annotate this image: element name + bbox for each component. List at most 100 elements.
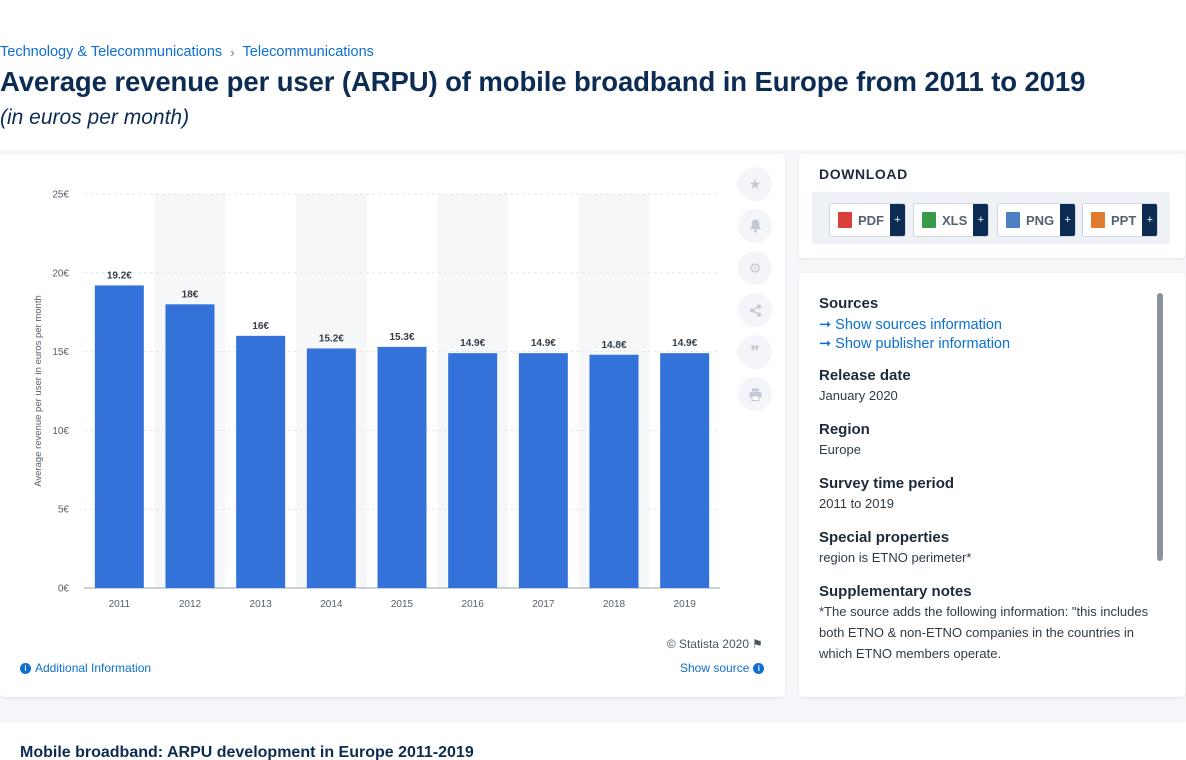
arrow-right-icon: ➞ (819, 317, 832, 333)
related-statistic-title[interactable]: Mobile broadband: ARPU development in Eu… (20, 744, 474, 760)
png-label: PNG (1026, 212, 1055, 228)
arrow-right-icon: ➞ (819, 336, 832, 352)
print-button[interactable] (738, 377, 772, 411)
y-tick-label: 15€ (52, 347, 69, 358)
data-label: 14.8€ (601, 340, 626, 351)
special-properties-value: region is ETNO perimeter* (819, 550, 972, 565)
show-publisher-label: Show publisher information (835, 336, 1011, 352)
settings-button[interactable]: ⚙ (738, 251, 772, 285)
additional-information-link[interactable]: i Additional Information (20, 661, 151, 675)
bar-2017 (518, 353, 568, 588)
x-tick-label: 2014 (320, 599, 343, 610)
breadcrumb-separator: › (230, 44, 235, 60)
pdf-file-icon (838, 212, 852, 228)
y-tick-label: 0€ (58, 584, 70, 595)
survey-period-block: Survey time period 2011 to 2019 (819, 475, 1149, 514)
gear-icon: ⚙ (748, 259, 762, 276)
statistic-details-card: Sources ➞ Show sources information ➞ Sho… (799, 273, 1185, 697)
x-tick-label: 2018 (603, 599, 626, 610)
breadcrumb-technology[interactable]: Technology & Telecommunications (0, 44, 223, 60)
data-label: 18€ (182, 289, 199, 300)
download-png-button[interactable]: PNG + (997, 203, 1077, 237)
bar-2013 (236, 335, 286, 588)
print-icon (749, 388, 761, 401)
ppt-file-icon (1091, 212, 1105, 228)
x-tick-label: 2015 (391, 599, 414, 610)
x-tick-label: 2013 (250, 599, 273, 610)
xls-file-icon (922, 212, 936, 228)
data-label: 16€ (252, 321, 269, 332)
plus-icon: + (973, 204, 989, 236)
bar-2016 (448, 353, 498, 588)
y-tick-label: 5€ (58, 505, 70, 516)
share-icon (749, 304, 761, 316)
data-label: 14.9€ (460, 338, 485, 349)
x-tick-label: 2012 (179, 599, 202, 610)
details-scrollbar[interactable] (1157, 293, 1163, 561)
data-label: 19.2€ (107, 270, 132, 281)
copyright: © Statista 2020 (666, 637, 749, 651)
download-ppt-button[interactable]: PPT + (1082, 203, 1159, 237)
breadcrumb-telecommunications[interactable]: Telecommunications (242, 44, 374, 60)
xls-label: XLS (942, 212, 968, 228)
survey-period-value: 2011 to 2019 (819, 496, 894, 511)
bar-2012 (165, 304, 215, 588)
info-icon: i (20, 662, 31, 674)
page-subtitle: (in euros per month) (0, 106, 190, 129)
x-tick-label: 2019 (674, 599, 697, 610)
plus-icon: + (1142, 204, 1158, 236)
survey-period-heading: Survey time period (819, 475, 955, 492)
favorite-button[interactable]: ★ (738, 167, 772, 201)
png-file-icon (1006, 212, 1020, 228)
data-label: 15.2€ (319, 333, 344, 344)
show-publisher-link[interactable]: ➞ Show publisher information (819, 336, 1149, 352)
chart-card: 0€ 5€ 10€ 15€ 20€ 25€ Average revenue per user… (0, 154, 785, 697)
data-label: 14.9€ (672, 338, 697, 349)
download-card: DOWNLOAD PDF + XLS + PNG + PPT + (799, 154, 1185, 258)
region-heading: Region (819, 421, 870, 438)
region-block: Region Europe (819, 421, 1149, 460)
bar-2014 (306, 348, 356, 588)
y-tick-label: 10€ (52, 426, 69, 437)
show-source-label: Show source (680, 661, 750, 675)
bar-2019 (660, 353, 710, 588)
special-properties-block: Special properties region is ETNO perime… (819, 529, 1149, 568)
y-axis-label: Average revenue per user in euros per mo… (33, 295, 44, 487)
bar-2018 (589, 354, 639, 588)
data-label: 14.9€ (531, 338, 556, 349)
download-bar: PDF + XLS + PNG + PPT + (812, 192, 1170, 244)
supplementary-notes-heading: Supplementary notes (819, 583, 972, 600)
x-tick-label: 2016 (462, 599, 485, 610)
special-properties-heading: Special properties (819, 529, 950, 546)
show-source-link[interactable]: Show source i (680, 661, 765, 675)
download-xls-button[interactable]: XLS + (913, 203, 990, 237)
bar-2015 (377, 346, 427, 588)
data-label: 15.3€ (389, 332, 414, 343)
x-tick-label: 2011 (109, 599, 131, 610)
info-icon: i (753, 662, 765, 674)
statistic-details: Sources ➞ Show sources information ➞ Sho… (819, 295, 1149, 664)
additional-information-label: Additional Information (35, 661, 152, 675)
supplementary-notes-block: Supplementary notes *The source adds the… (819, 583, 1149, 664)
y-tick-label: 25€ (52, 190, 69, 201)
download-pdf-button[interactable]: PDF + (829, 203, 906, 237)
flag-icon[interactable]: ⚑ (752, 637, 763, 651)
ppt-label: PPT (1111, 212, 1137, 228)
bar-chart: 0€ 5€ 10€ 15€ 20€ 25€ Average revenue per user… (33, 190, 720, 610)
star-icon: ★ (748, 175, 762, 192)
show-sources-link[interactable]: ➞ Show sources information (819, 317, 1149, 333)
page-title: Average revenue per user (ARPU) of mobil… (0, 66, 1086, 97)
release-date-block: Release date January 2020 (819, 367, 1149, 406)
notification-button[interactable] (738, 209, 772, 243)
bar-2011 (94, 285, 144, 588)
show-sources-label: Show sources information (835, 317, 1002, 333)
download-title: DOWNLOAD (819, 166, 908, 182)
release-date-value: January 2020 (819, 388, 898, 403)
region-value: Europe (819, 442, 861, 457)
bell-icon (749, 219, 761, 233)
share-button[interactable] (738, 293, 772, 327)
cite-button[interactable]: ❞ (738, 335, 772, 369)
y-tick-label: 20€ (52, 268, 69, 279)
plus-icon: + (1060, 204, 1076, 236)
release-date-heading: Release date (819, 367, 911, 384)
